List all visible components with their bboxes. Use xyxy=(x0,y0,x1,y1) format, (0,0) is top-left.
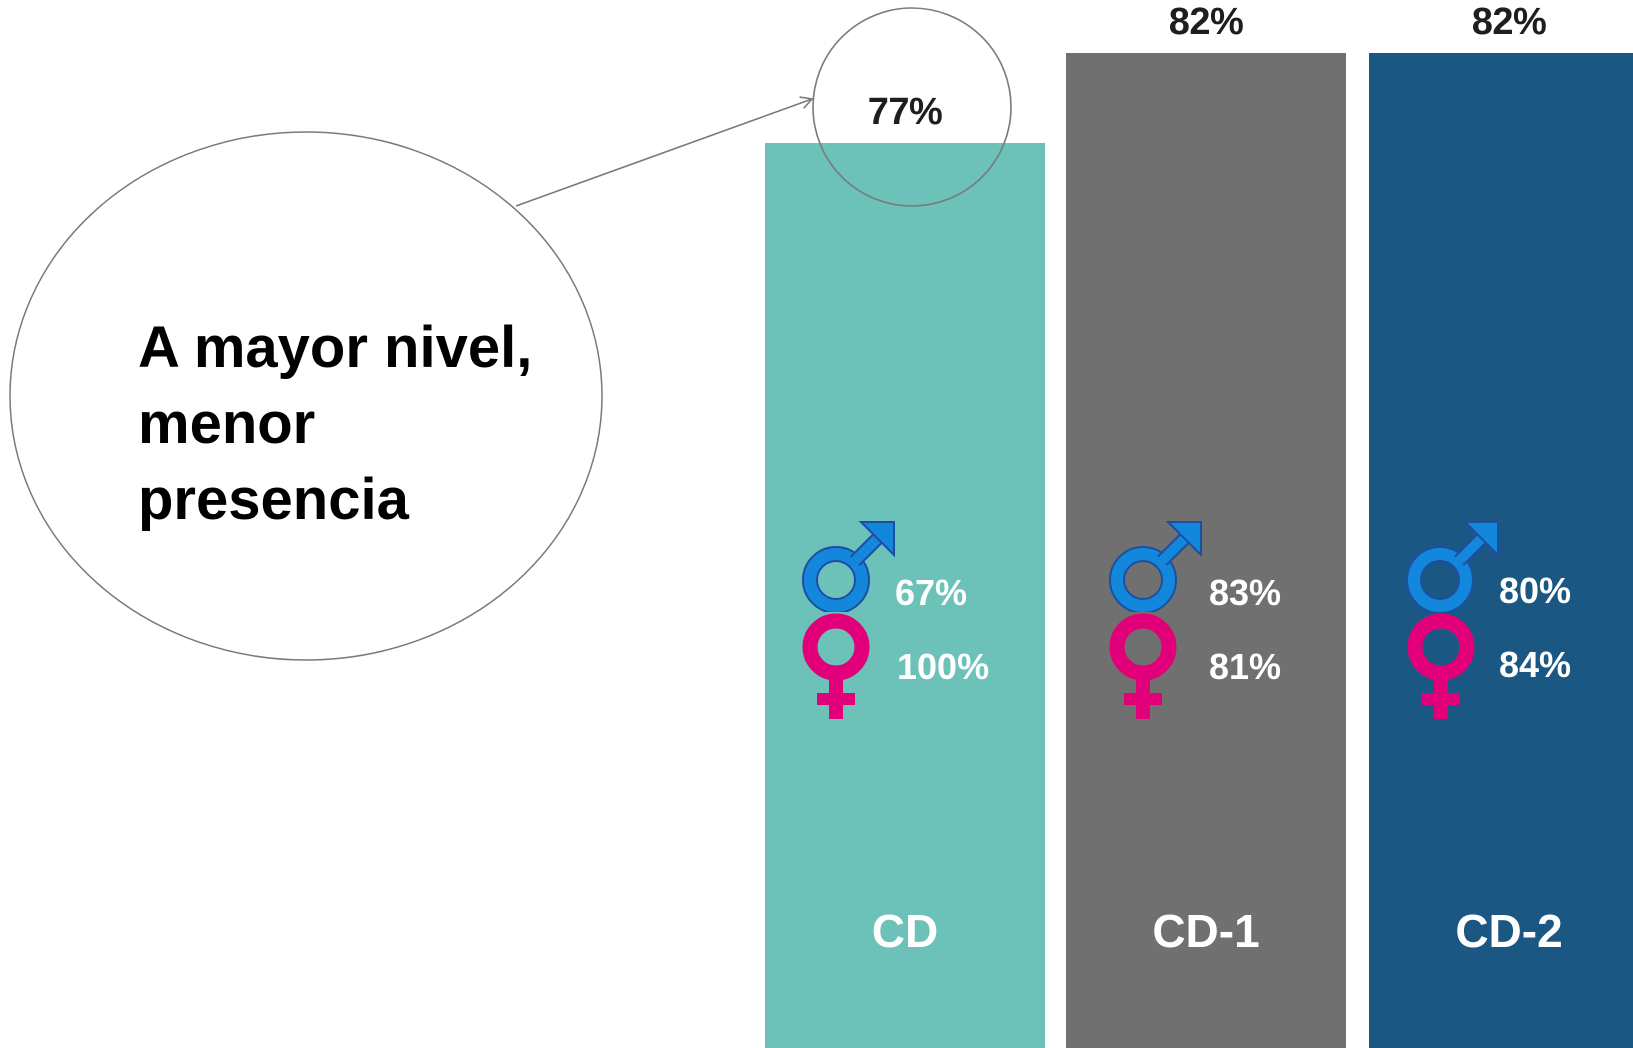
female-pct-cd-2: 84% xyxy=(1499,644,1572,685)
category-label-cd: CD xyxy=(871,905,939,957)
male-icon xyxy=(1109,521,1202,612)
male-pct-cd: 67% xyxy=(895,572,968,613)
category-label-cd-1: CD-1 xyxy=(1152,905,1260,957)
total-label-cd: 77% xyxy=(867,91,943,133)
female-icon xyxy=(802,613,870,719)
female-icon xyxy=(1109,613,1177,719)
callout-line-1: A mayor nivel, xyxy=(138,315,533,380)
callout-line-2: menor xyxy=(138,391,316,456)
male-pct-cd-1: 83% xyxy=(1209,572,1282,613)
category-label-cd-2: CD-2 xyxy=(1455,905,1563,957)
highlight-circle xyxy=(812,7,1012,207)
callout-text: A mayor nivel, menor presencia xyxy=(138,310,578,538)
male-pct-cd-2: 80% xyxy=(1499,570,1572,611)
total-label-cd-2: 82% xyxy=(1471,1,1547,43)
female-pct-cd-1: 81% xyxy=(1209,646,1282,687)
female-icon xyxy=(1407,613,1475,719)
bar-cd-1 xyxy=(1066,53,1346,1048)
male-icon xyxy=(1406,521,1499,612)
male-icon xyxy=(802,521,895,612)
female-pct-cd: 100% xyxy=(897,646,990,687)
total-label-cd-1: 82% xyxy=(1168,1,1244,43)
callout-line-3: presencia xyxy=(138,467,409,532)
callout-arrow xyxy=(515,96,814,207)
bar-cd-2 xyxy=(1369,53,1633,1048)
callout-bubble xyxy=(9,131,603,661)
